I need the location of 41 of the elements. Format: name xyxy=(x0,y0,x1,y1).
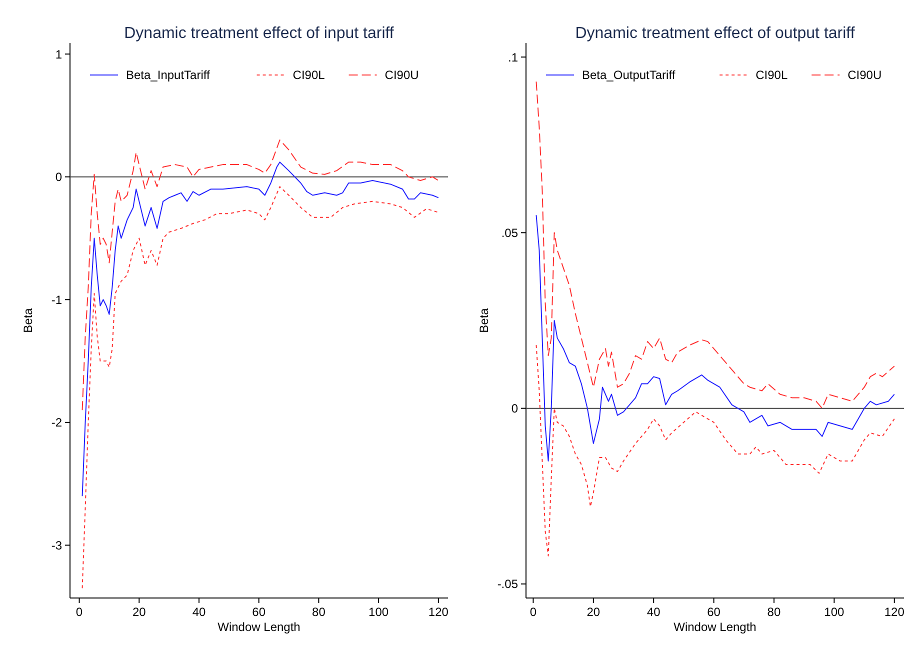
y-tick-label: -2 xyxy=(51,416,62,430)
x-tick-label: 120 xyxy=(884,605,905,619)
x-tick-label: 0 xyxy=(530,605,537,619)
x-axis-title: Window Length xyxy=(218,620,300,634)
y-tick-label: 0 xyxy=(511,402,518,416)
x-tick-label: 100 xyxy=(824,605,845,619)
x-tick-label: 20 xyxy=(586,605,600,619)
x-tick-label: 60 xyxy=(252,605,266,619)
x-axis-title: Window Length xyxy=(674,620,756,634)
x-tick-label: 0 xyxy=(76,605,83,619)
x-tick-label: 40 xyxy=(646,605,661,619)
legend-label: CI90U xyxy=(848,68,882,82)
legend-label: CI90U xyxy=(384,68,419,82)
legend-label: CI90L xyxy=(756,68,788,82)
y-axis-title: Beta xyxy=(477,308,491,333)
x-tick-label: 80 xyxy=(312,605,326,619)
x-tick-label: 60 xyxy=(707,605,721,619)
chart-title: Dynamic treatment effect of input tariff xyxy=(124,25,394,42)
line-series xyxy=(536,81,895,409)
line-series xyxy=(536,344,895,556)
line-series xyxy=(82,140,439,411)
line-series xyxy=(82,186,439,589)
y-tick-label: .1 xyxy=(508,50,518,64)
y-axis-title: Beta xyxy=(21,308,35,333)
x-tick-label: 100 xyxy=(368,605,389,619)
legend-label: Beta_OutputTariff xyxy=(582,68,676,82)
legend-label: Beta_InputTariff xyxy=(126,68,210,82)
chart-title: Dynamic treatment effect of output tariff xyxy=(575,25,856,42)
line-series xyxy=(536,214,895,462)
x-tick-label: 40 xyxy=(192,605,206,619)
y-tick-label: 0 xyxy=(55,170,62,184)
y-tick-label: -3 xyxy=(51,538,62,552)
y-tick-label: -1 xyxy=(51,292,62,307)
y-tick-label: -.05 xyxy=(497,577,518,592)
x-tick-label: 20 xyxy=(132,605,146,619)
line-series xyxy=(82,162,439,497)
x-tick-label: 80 xyxy=(767,605,781,619)
y-tick-label: .05 xyxy=(501,226,518,240)
x-tick-label: 120 xyxy=(428,605,449,619)
legend-label: CI90L xyxy=(292,68,326,82)
y-tick-label: 1 xyxy=(55,47,62,62)
